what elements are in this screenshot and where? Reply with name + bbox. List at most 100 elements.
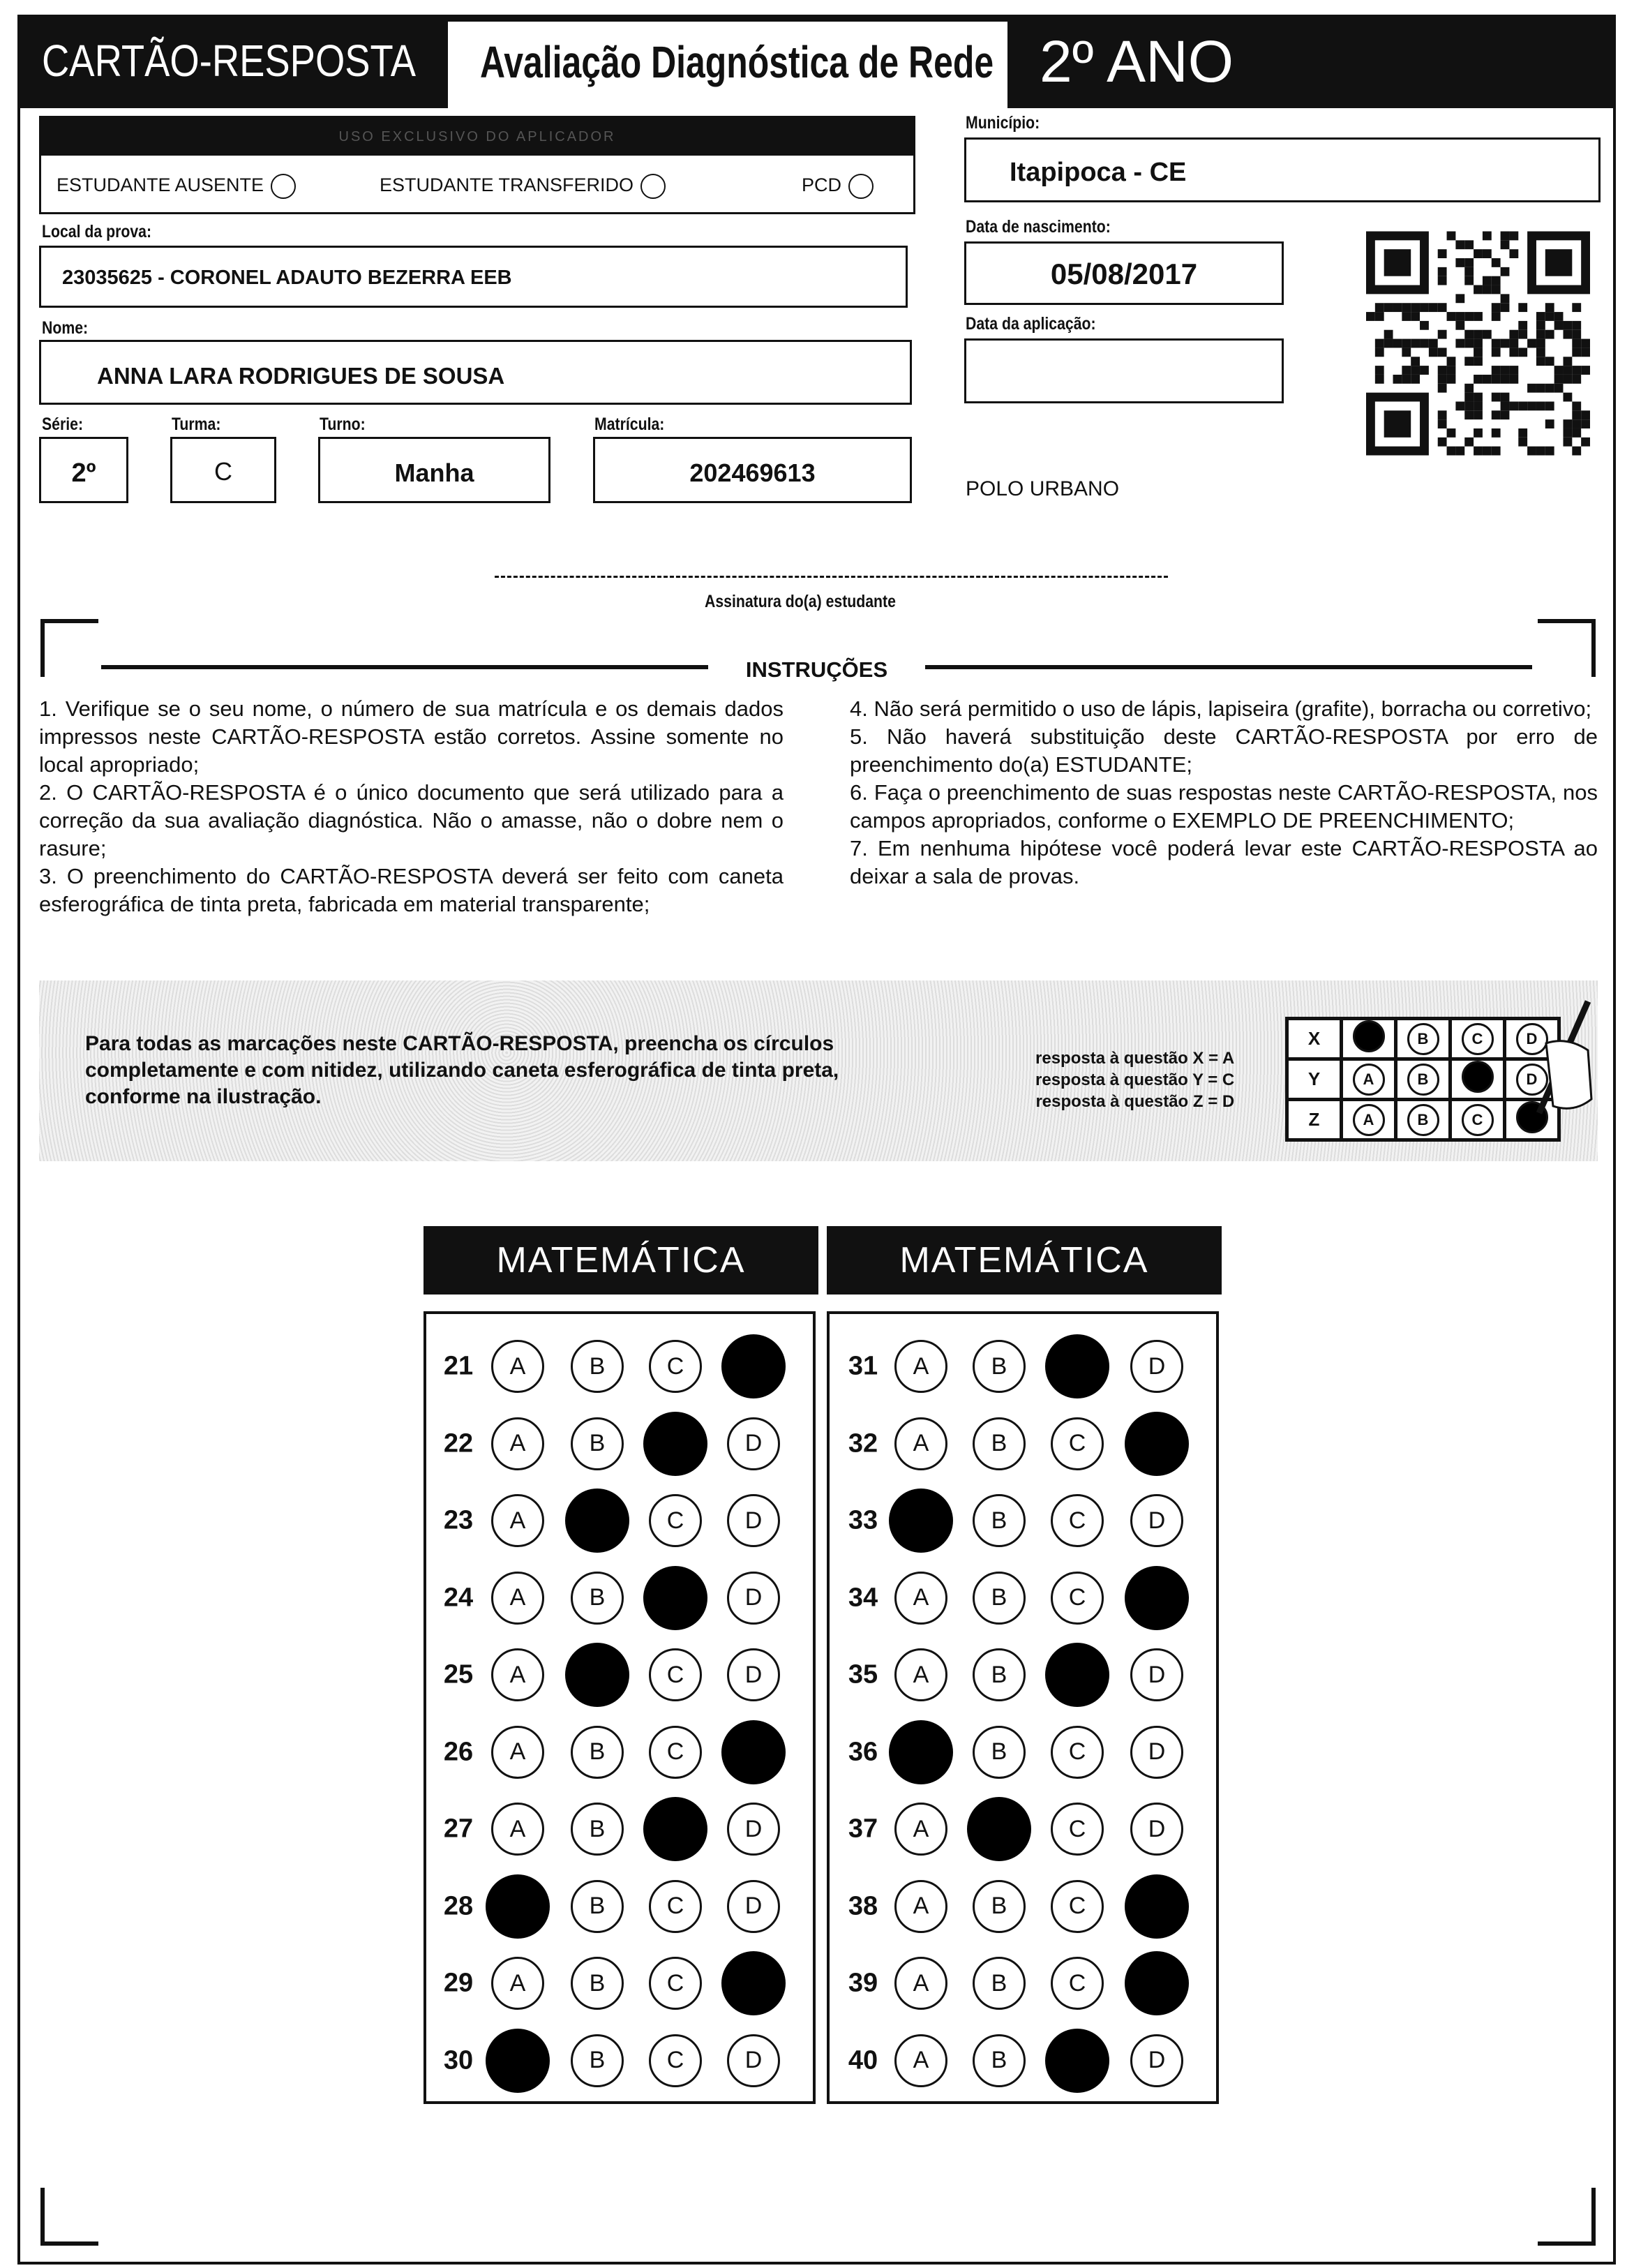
answer-bubble-a[interactable]: A xyxy=(894,1571,947,1625)
answer-bubble-c[interactable] xyxy=(643,1411,707,1476)
answer-bubble-a[interactable]: A xyxy=(894,1340,947,1393)
answer-bubble-d[interactable] xyxy=(1125,1951,1189,2015)
answer-bubble-b[interactable]: B xyxy=(571,1340,624,1393)
answer-bubble-c[interactable]: C xyxy=(1051,1725,1104,1779)
answer-bubble-a[interactable]: A xyxy=(491,1725,544,1779)
answer-bubble-c[interactable]: C xyxy=(649,1648,702,1701)
answer-bubble-b[interactable]: B xyxy=(973,1571,1026,1625)
answer-bubble-c[interactable]: C xyxy=(1051,1879,1104,1933)
answer-bubble-b[interactable]: B xyxy=(571,1957,624,2010)
answer-bubble-b[interactable]: B xyxy=(973,1417,1026,1470)
answer-bubble-d[interactable]: D xyxy=(727,1803,780,1856)
answer-bubble-a[interactable]: A xyxy=(894,1957,947,2010)
answer-bubble-a[interactable]: A xyxy=(491,1494,544,1547)
answer-bubble-b[interactable]: B xyxy=(571,1725,624,1779)
answer-bubble-d[interactable]: D xyxy=(727,1571,780,1625)
answer-bubble-b[interactable]: B xyxy=(571,2034,624,2087)
aplicacao-field[interactable] xyxy=(964,338,1284,403)
corner-mark xyxy=(40,2241,98,2246)
answer-bubble-c[interactable]: C xyxy=(1051,1571,1104,1625)
answer-bubble-c[interactable]: C xyxy=(649,1725,702,1779)
answer-bubble-a[interactable]: A xyxy=(491,1417,544,1470)
answer-bubble-a[interactable]: A xyxy=(894,1417,947,1470)
answer-bubble-b[interactable]: B xyxy=(973,2034,1026,2087)
answer-bubble-b[interactable] xyxy=(565,1489,629,1553)
answer-bubble-c[interactable]: C xyxy=(649,1494,702,1547)
answer-bubble-b[interactable]: B xyxy=(571,1417,624,1470)
example-panel: Para todas as marcações neste CARTÃO-RES… xyxy=(39,980,1598,1161)
qr-code xyxy=(1366,231,1590,456)
absent-bubble[interactable] xyxy=(271,174,297,199)
answer-bubble-b[interactable]: B xyxy=(571,1571,624,1625)
answer-bubble-d[interactable] xyxy=(1125,1411,1189,1476)
answer-bubble-a[interactable]: A xyxy=(491,1571,544,1625)
answer-bubble-d[interactable]: D xyxy=(727,1879,780,1933)
answer-bubble-d[interactable] xyxy=(721,1719,786,1784)
answer-bubble-a[interactable]: A xyxy=(491,1340,544,1393)
legend-y: resposta à questão Y = C xyxy=(1035,1070,1235,1089)
answer-bubble-b[interactable]: B xyxy=(973,1879,1026,1933)
signature-line[interactable] xyxy=(495,576,1168,578)
answer-bubble-c[interactable]: C xyxy=(1051,1417,1104,1470)
answer-bubble-c[interactable]: C xyxy=(649,1340,702,1393)
turma-field: C xyxy=(170,437,276,503)
exam-title-box xyxy=(448,22,1007,108)
answer-bubble-c[interactable]: C xyxy=(1051,1494,1104,1547)
pcd-bubble[interactable] xyxy=(848,174,874,199)
example-cell xyxy=(1340,1017,1397,1061)
answer-bubble-a[interactable] xyxy=(889,1489,953,1553)
answer-bubble-c[interactable] xyxy=(1045,1334,1109,1398)
answer-bubble-a[interactable]: A xyxy=(894,1803,947,1856)
answer-bubble-a[interactable]: A xyxy=(491,1803,544,1856)
option-pcd[interactable]: PCD xyxy=(802,174,874,199)
answer-bubble-b[interactable]: B xyxy=(571,1879,624,1933)
answer-bubble-a[interactable] xyxy=(889,1719,953,1784)
answer-bubble-c[interactable]: C xyxy=(649,1957,702,2010)
answer-bubble-b[interactable]: B xyxy=(973,1648,1026,1701)
answer-bubble-d[interactable] xyxy=(721,1951,786,2015)
answer-bubble-d[interactable]: D xyxy=(1130,2034,1183,2087)
answer-bubble-c[interactable] xyxy=(643,1797,707,1861)
answer-bubble-a[interactable]: A xyxy=(894,2034,947,2087)
answer-bubble-b[interactable]: B xyxy=(973,1494,1026,1547)
answer-bubble-d[interactable]: D xyxy=(1130,1340,1183,1393)
answer-bubble-c[interactable]: C xyxy=(649,2034,702,2087)
answer-bubble-c[interactable] xyxy=(643,1565,707,1630)
answer-bubble-d[interactable] xyxy=(1125,1874,1189,1939)
answer-bubble-b[interactable] xyxy=(967,1797,1031,1861)
answer-bubble-d[interactable]: D xyxy=(727,2034,780,2087)
answer-bubble-c[interactable] xyxy=(1045,2028,1109,2093)
answer-bubble-a[interactable]: A xyxy=(894,1648,947,1701)
answer-bubble-d[interactable]: D xyxy=(1130,1725,1183,1779)
answer-bubble-c[interactable]: C xyxy=(1051,1957,1104,2010)
answer-bubble-b[interactable]: B xyxy=(571,1803,624,1856)
answer-bubble-c[interactable]: C xyxy=(649,1879,702,1933)
option-transfer[interactable]: ESTUDANTE TRANSFERIDO xyxy=(380,174,666,199)
answer-bubble-d[interactable] xyxy=(1125,1565,1189,1630)
answer-bubble-d[interactable]: D xyxy=(727,1648,780,1701)
answer-bubble-c[interactable] xyxy=(1045,1643,1109,1707)
answer-bubble-b[interactable]: B xyxy=(973,1725,1026,1779)
option-absent[interactable]: ESTUDANTE AUSENTE xyxy=(57,174,297,199)
transfer-bubble[interactable] xyxy=(640,174,666,199)
answer-bubble-b[interactable]: B xyxy=(973,1340,1026,1393)
answer-bubble-a[interactable] xyxy=(486,2028,550,2093)
answer-bubble-d[interactable]: D xyxy=(727,1494,780,1547)
answer-bubble-d[interactable]: D xyxy=(1130,1648,1183,1701)
answer-bubble-b[interactable] xyxy=(565,1643,629,1707)
answer-bubble-c[interactable]: C xyxy=(1051,1803,1104,1856)
answer-bubble-d[interactable] xyxy=(721,1334,786,1398)
answer-bubble-d[interactable]: D xyxy=(1130,1494,1183,1547)
question-number: 37 xyxy=(848,1814,878,1844)
answer-bubble-d[interactable]: D xyxy=(727,1417,780,1470)
example-bubble: C xyxy=(1461,1103,1494,1136)
answer-bubble-a[interactable] xyxy=(486,1874,550,1939)
answer-bubble-b[interactable]: B xyxy=(973,1957,1026,2010)
answer-bubble-a[interactable]: A xyxy=(491,1957,544,2010)
example-text: Para todas as marcações neste CARTÃO-RES… xyxy=(85,1032,839,1108)
answer-bubble-d[interactable]: D xyxy=(1130,1803,1183,1856)
answer-bubble-a[interactable]: A xyxy=(491,1648,544,1701)
answer-bubble-a[interactable]: A xyxy=(894,1879,947,1933)
local-label: Local da prova: xyxy=(42,222,152,241)
corner-mark xyxy=(40,2188,45,2246)
